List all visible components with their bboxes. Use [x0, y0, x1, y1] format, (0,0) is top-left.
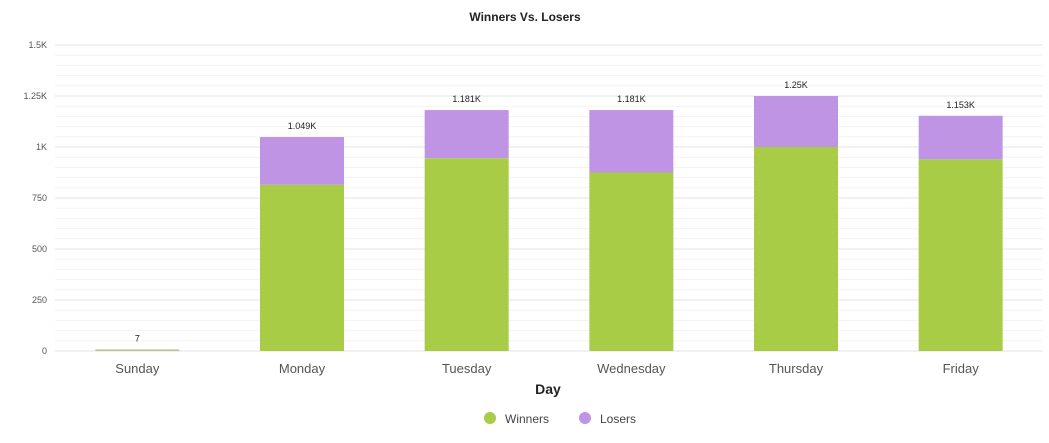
y-tick-label: 250	[32, 295, 47, 305]
bar-winners-wednesday[interactable]	[589, 172, 674, 352]
bar-losers-wednesday[interactable]	[589, 110, 674, 173]
legend-marker-winners[interactable]	[484, 412, 496, 424]
data-label-total: 1.181K	[452, 94, 481, 104]
x-tick-label: Friday	[943, 361, 980, 376]
y-tick-label: 0	[42, 346, 47, 356]
x-tick-label: Wednesday	[597, 361, 666, 376]
bar-winners-tuesday[interactable]	[424, 158, 509, 351]
bar-winners-sunday[interactable]	[95, 350, 180, 351]
bar-winners-friday[interactable]	[918, 159, 1003, 351]
grid	[55, 44, 1043, 352]
data-label-total: 1.181K	[617, 94, 646, 104]
bar-winners-monday[interactable]	[260, 184, 344, 351]
x-tick-label: Thursday	[769, 361, 824, 376]
legend: Winners Losers	[484, 412, 636, 426]
bar-losers-sunday[interactable]	[95, 349, 180, 351]
chart-title: Winners Vs. Losers	[469, 10, 581, 24]
bar-losers-friday[interactable]	[918, 115, 1003, 160]
data-label-total: 1.153K	[946, 100, 975, 110]
data-label-total: 1.25K	[784, 80, 808, 90]
x-tick-label: Monday	[279, 361, 326, 376]
bar-losers-monday[interactable]	[260, 137, 344, 185]
y-tick-label: 1.5K	[28, 40, 47, 50]
x-tick-label: Sunday	[115, 361, 160, 376]
bar-winners-thursday[interactable]	[754, 147, 838, 351]
x-axis-label: Day	[535, 381, 561, 397]
x-tick-label: Tuesday	[442, 361, 492, 376]
y-tick-label: 500	[32, 244, 47, 254]
legend-label-winners[interactable]: Winners	[505, 412, 549, 426]
y-tick-label: 1.25K	[23, 91, 47, 101]
legend-marker-losers[interactable]	[579, 412, 591, 424]
y-tick-label: 750	[32, 193, 47, 203]
data-label-total: 7	[135, 334, 140, 344]
bar-losers-thursday[interactable]	[754, 96, 838, 147]
data-labels: 7 1.049K 1.181K 1.181K 1.25K 1.153K	[135, 80, 975, 344]
bar-losers-tuesday[interactable]	[424, 110, 509, 159]
legend-label-losers[interactable]: Losers	[600, 412, 636, 426]
x-axis-ticks: Sunday Monday Tuesday Wednesday Thursday Frid…	[115, 361, 979, 376]
y-axis-ticks: 0 250 500 750 1K 1.25K 1.5K	[23, 40, 47, 356]
bars	[95, 96, 1003, 352]
data-label-total: 1.049K	[288, 121, 317, 131]
y-tick-label: 1K	[36, 142, 47, 152]
